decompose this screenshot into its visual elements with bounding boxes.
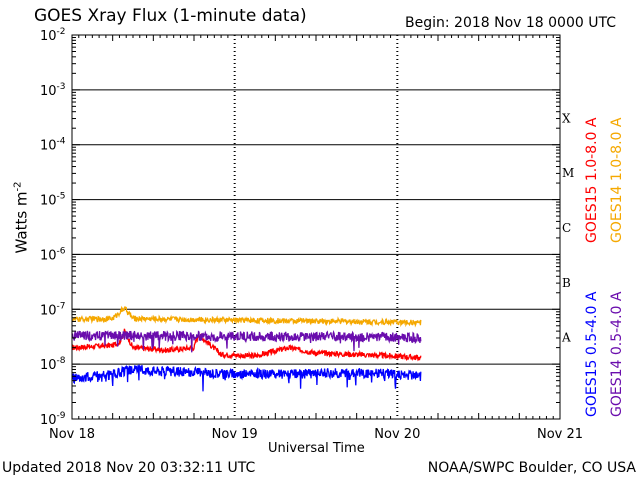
legend-goes15-long: GOES15 1.0-8.0 A (584, 117, 600, 243)
x-tick-label: Nov 21 (537, 427, 583, 442)
flare-class-label: B (562, 276, 571, 290)
flare-class-label: M (562, 166, 574, 180)
flare-class-label: A (561, 331, 571, 345)
legend-goes14-long: GOES14 1.0-8.0 A (609, 117, 625, 243)
series-line-1 (71, 328, 422, 362)
y-tick-label: 10-5 (40, 192, 66, 209)
series-line-3 (71, 364, 422, 392)
updated-timestamp: Updated 2018 Nov 20 03:32:11 UTC (2, 460, 256, 476)
chart-title: GOES Xray Flux (1-minute data) (34, 6, 307, 26)
legend-goes15-short: GOES15 0.5-4.0 A (584, 291, 600, 417)
axis-layer: 10-9 10-8 10-7 10-6 10-5 10-4 10-3 10-2 Nov 18 No… (40, 27, 583, 442)
y-axis-label: Watts m-2 (12, 181, 31, 254)
y-tick-label: 10-3 (40, 82, 66, 99)
x-axis-label: Universal Time (268, 441, 365, 456)
begin-time: Begin: 2018 Nov 18 0000 UTC (405, 15, 616, 31)
x-tick-label: Nov 18 (49, 427, 95, 442)
y-tick-label: 10-7 (40, 301, 66, 318)
y-tick-label: 10-9 (40, 411, 66, 428)
series-line-2 (71, 305, 422, 328)
y-tick-label: 10-8 (40, 356, 66, 373)
series-layer (71, 305, 422, 392)
y-tick-label: 10-2 (40, 27, 66, 44)
legend-goes14-short: GOES14 0.5-4.0 A (609, 291, 625, 417)
x-tick-label: Nov 19 (212, 427, 258, 442)
series-line-4 (71, 329, 422, 353)
grid-layer (72, 35, 560, 419)
credit-text: NOAA/SWPC Boulder, CO USA (427, 460, 636, 476)
x-tick-label: Nov 20 (374, 427, 420, 442)
plot-frame (71, 34, 561, 420)
flare-class-label: X (562, 111, 571, 125)
flare-class-label: C (562, 221, 571, 235)
y-tick-label: 10-6 (40, 246, 66, 263)
y-tick-label: 10-4 (40, 137, 66, 154)
